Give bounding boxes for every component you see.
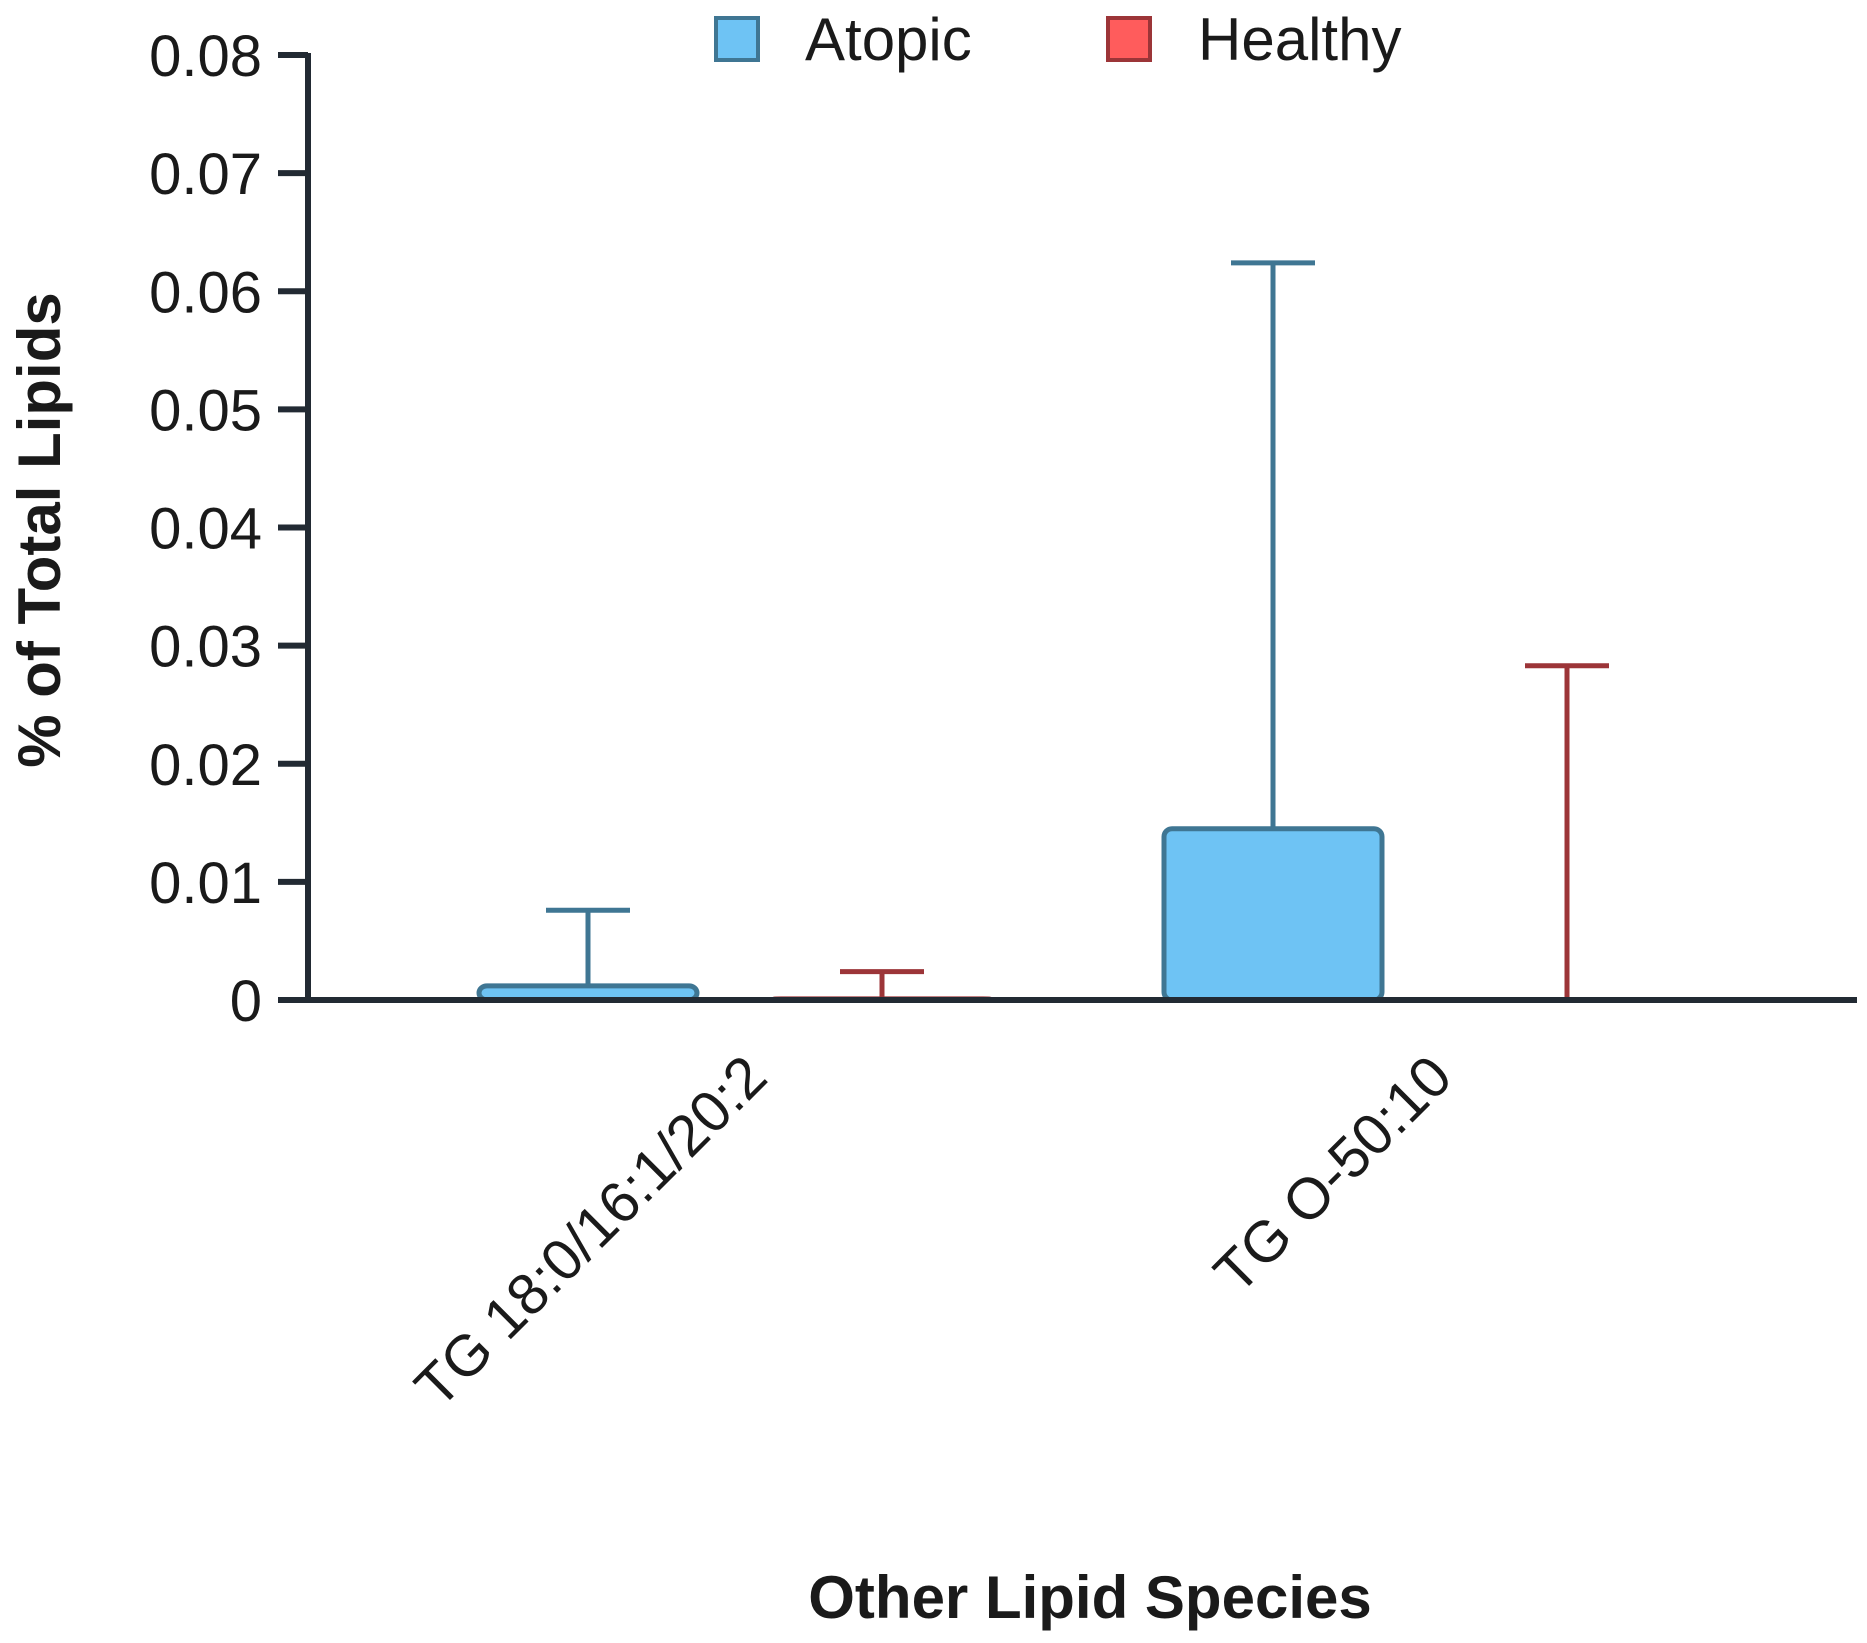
x-axis: TG 18:0/16:1/20:2 TG O-50:10 — [305, 997, 1857, 1420]
legend: Atopic Healthy — [714, 6, 1401, 73]
y-axis: 0 0.01 0.02 0.03 0.04 0.05 0.06 0.07 0.08 — [149, 24, 311, 1034]
y-axis-title: % of Total Lipids — [6, 292, 73, 768]
y-tick-label: 0.05 — [149, 378, 262, 443]
y-tick-label: 0 — [230, 969, 262, 1034]
y-tick-label: 0.01 — [149, 851, 262, 916]
y-tick-label: 0.08 — [149, 24, 262, 89]
y-tick-label: 0.03 — [149, 615, 262, 680]
y-tick-label: 0.04 — [149, 497, 262, 562]
legend-swatch — [714, 16, 760, 62]
y-tick-label: 0.06 — [149, 260, 262, 325]
legend-label: Healthy — [1198, 6, 1401, 73]
legend-swatch — [1106, 16, 1152, 62]
x-tick-label: TG 18:0/16:1/20:2 — [403, 1043, 780, 1420]
y-tick-label: 0.02 — [149, 733, 262, 798]
legend-label: Atopic — [805, 6, 972, 73]
x-tick-label: TG O-50:10 — [1202, 1043, 1465, 1306]
bars — [476, 260, 1609, 1003]
bar — [1161, 826, 1385, 1003]
y-tick-label: 0.07 — [149, 142, 262, 207]
x-axis-title: Other Lipid Species — [808, 1564, 1371, 1631]
